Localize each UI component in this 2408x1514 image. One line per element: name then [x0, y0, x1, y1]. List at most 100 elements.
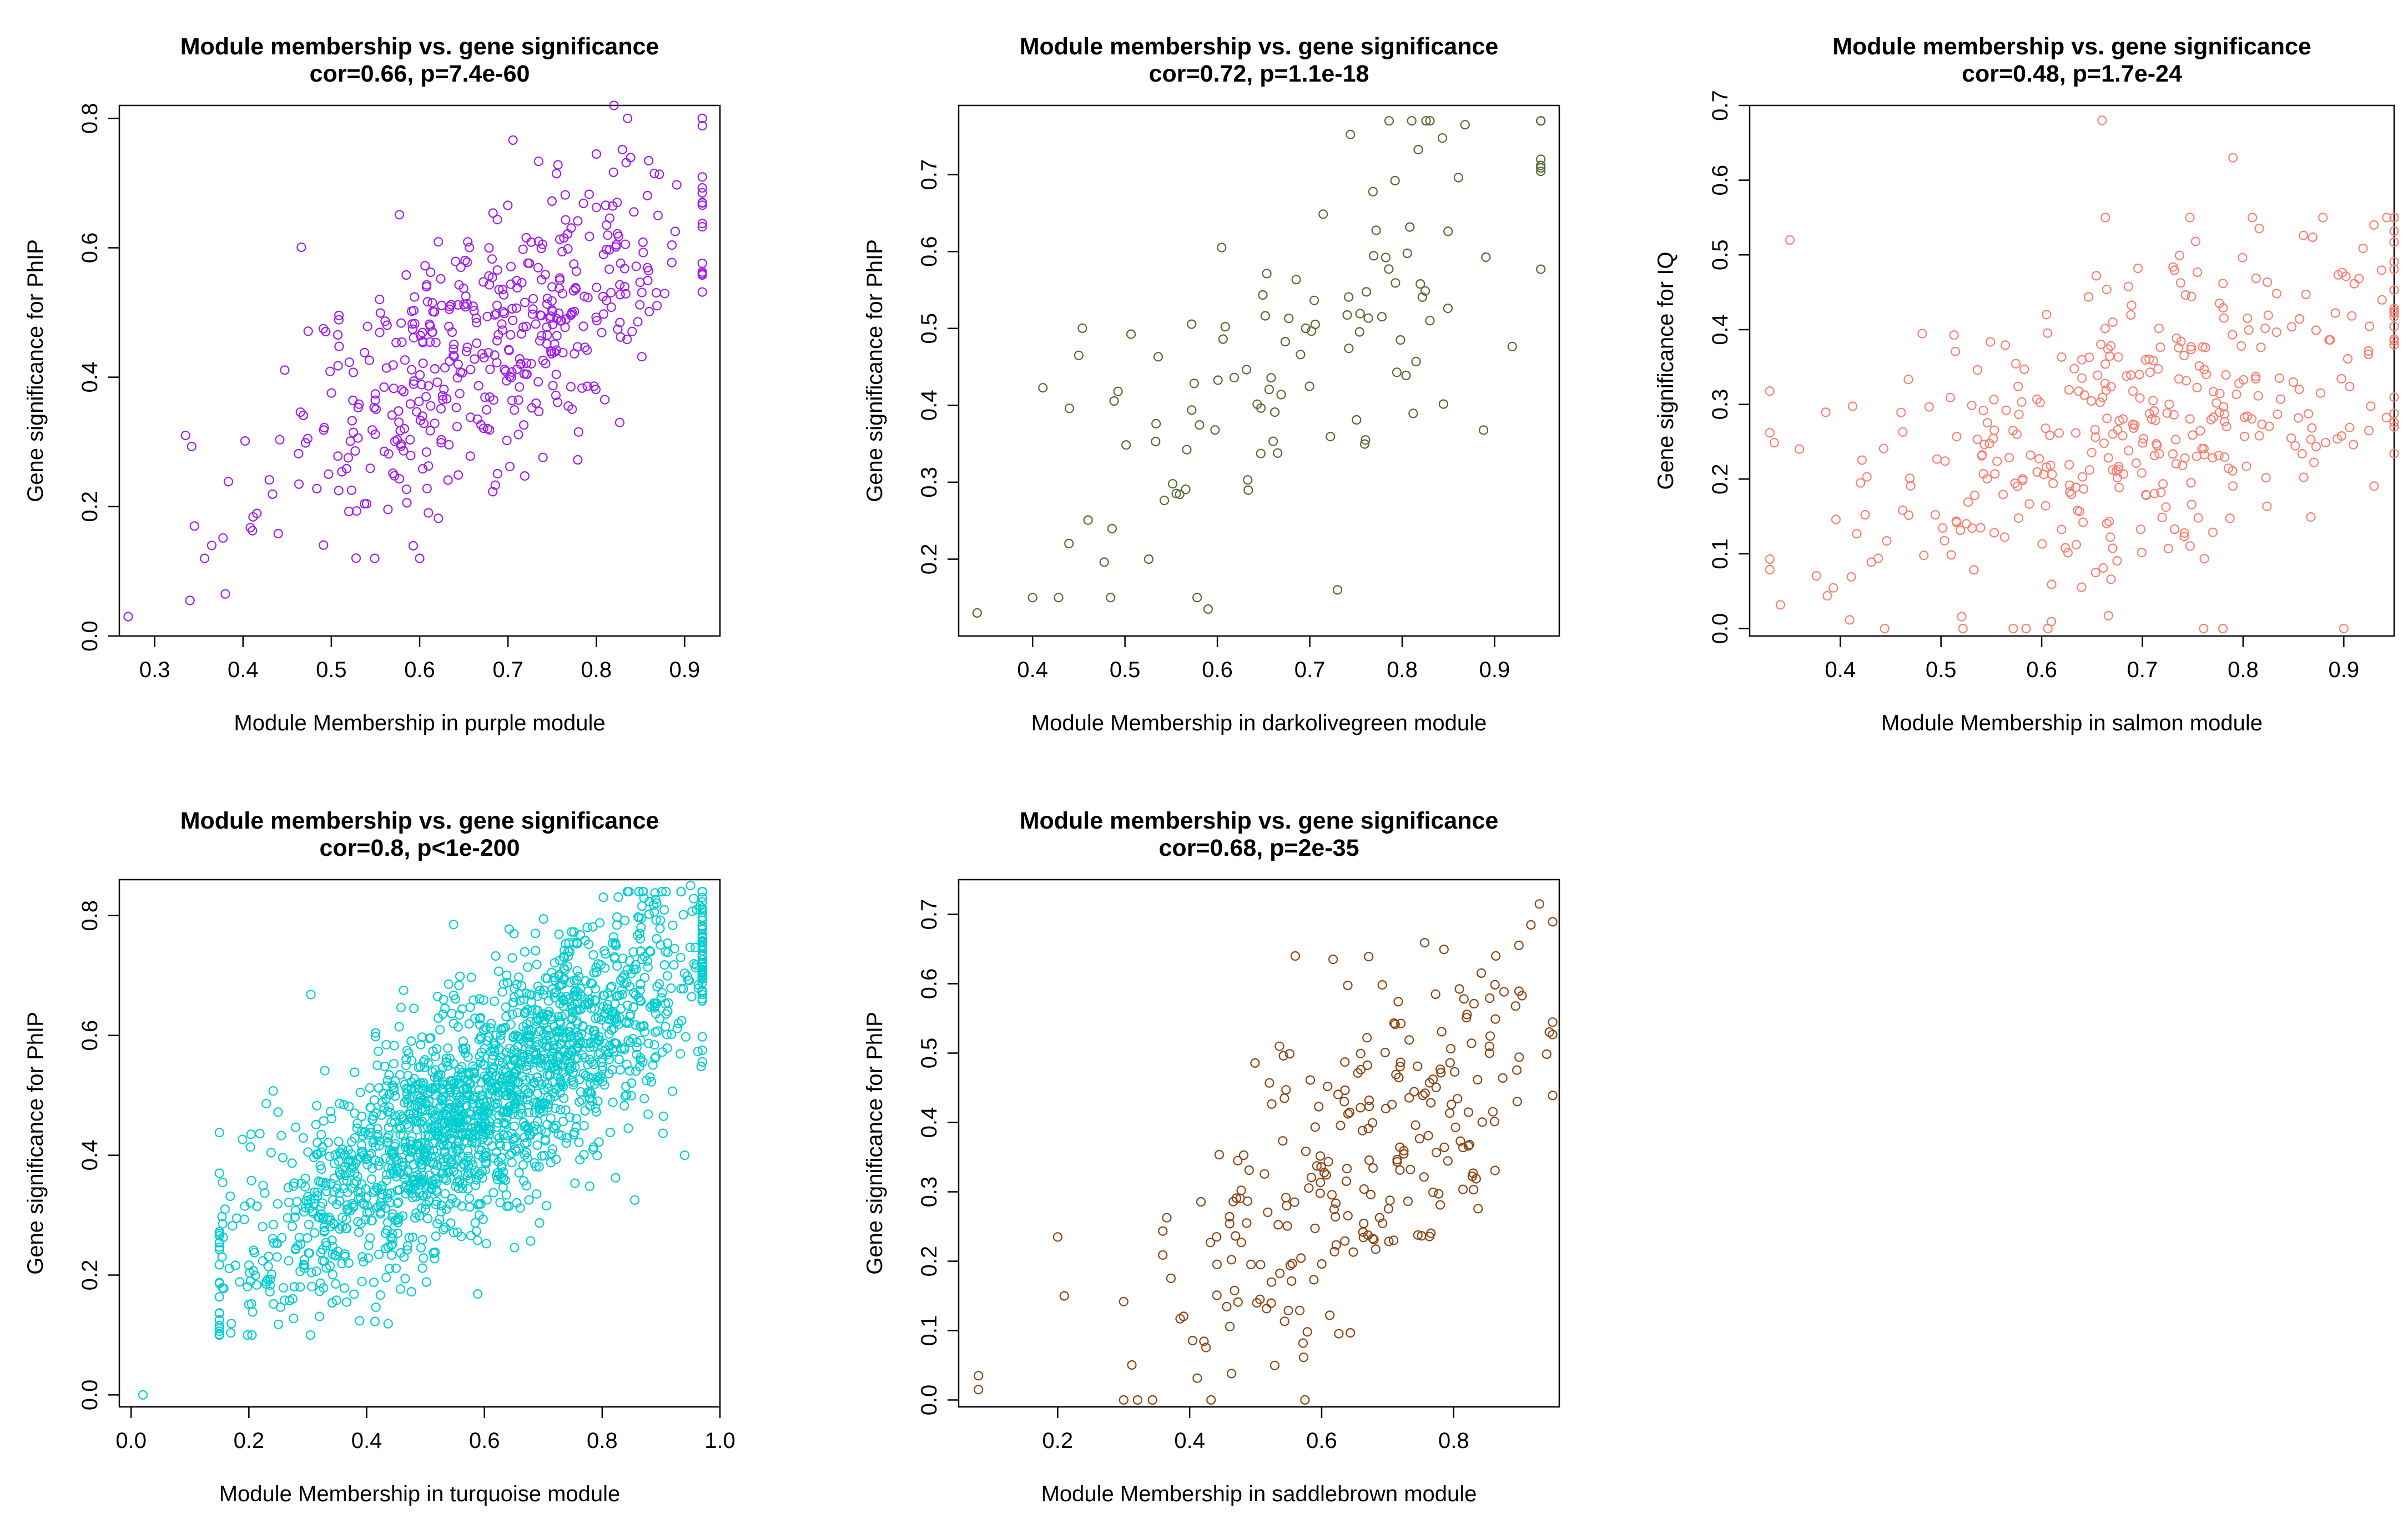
data-point [697, 996, 707, 1006]
data-point [273, 1319, 284, 1329]
data-point [2274, 373, 2284, 383]
data-point [363, 1130, 373, 1140]
data-point [521, 1075, 531, 1085]
data-point [455, 971, 465, 981]
data-point [520, 471, 530, 481]
data-point [410, 292, 420, 302]
data-point [697, 951, 707, 961]
data-point [461, 346, 472, 356]
data-point [1946, 550, 1956, 560]
data-point [547, 305, 557, 315]
data-point [536, 1025, 546, 1035]
data-point [385, 1198, 395, 1208]
data-point [2095, 397, 2105, 407]
data-point [649, 1053, 660, 1063]
data-point [578, 1022, 588, 1032]
data-point [345, 436, 355, 446]
data-point [1217, 243, 1227, 253]
data-point [393, 1218, 403, 1228]
data-point [1281, 1193, 1291, 1203]
data-point [435, 1140, 445, 1150]
data-point [2149, 451, 2159, 461]
data-point [615, 290, 625, 300]
data-point [687, 906, 697, 916]
data-point [268, 1219, 278, 1230]
data-point [426, 1152, 436, 1162]
data-point [578, 198, 588, 209]
data-point [339, 1099, 349, 1110]
data-point [1258, 290, 1268, 300]
data-point [602, 1000, 613, 1010]
data-point [406, 1083, 416, 1093]
data-point [365, 1102, 375, 1113]
data-point [311, 1266, 321, 1276]
data-point [279, 1295, 290, 1305]
data-point [1878, 443, 1888, 453]
data-point [1331, 1198, 1341, 1208]
data-point [1371, 225, 1381, 235]
data-point [415, 370, 425, 380]
data-point [2301, 289, 2311, 300]
data-point [2032, 467, 2042, 477]
data-point [399, 1098, 410, 1108]
data-point [551, 169, 562, 179]
data-point [1187, 1335, 1198, 1346]
data-point [2032, 394, 2042, 404]
data-point [697, 933, 707, 943]
data-point [697, 971, 707, 981]
data-point [2349, 279, 2359, 289]
data-point [387, 1164, 397, 1174]
data-point [553, 1051, 563, 1062]
data-point [2389, 237, 2399, 247]
data-point [1410, 1120, 1420, 1131]
data-point [1430, 989, 1440, 1000]
data-point [416, 1093, 426, 1103]
data-point [272, 1252, 282, 1262]
data-point [466, 1109, 476, 1119]
data-point [567, 1031, 577, 1041]
data-point [1896, 407, 1906, 417]
data-point [1536, 160, 1546, 170]
data-point [480, 392, 490, 402]
data-point [1364, 952, 1374, 962]
data-point [402, 498, 412, 508]
data-point [632, 1037, 642, 1047]
data-point [2077, 373, 2087, 383]
data-point [1435, 1064, 1445, 1074]
data-point [1298, 1352, 1308, 1362]
data-point [406, 365, 417, 375]
data-point [1285, 1260, 1295, 1270]
data-point [1201, 1343, 1211, 1352]
data-point [2345, 422, 2355, 432]
data-point [2128, 386, 2138, 396]
data-point [1121, 440, 1131, 450]
data-point [218, 533, 228, 543]
data-point [1314, 1102, 1324, 1112]
data-point [2108, 543, 2118, 553]
data-point [1362, 1060, 1373, 1071]
x-tick-label: 0.4 [228, 658, 259, 682]
data-point [634, 928, 644, 938]
data-point [1366, 1189, 1376, 1200]
data-point [1212, 1259, 1222, 1269]
data-point [697, 172, 707, 182]
data-point [365, 1207, 375, 1217]
data-point [410, 1213, 420, 1223]
data-point [1394, 1072, 1404, 1083]
data-point [1175, 489, 1185, 499]
data-point [676, 886, 686, 897]
data-point [498, 290, 509, 300]
data-point [2126, 370, 2136, 380]
data-point [546, 311, 556, 321]
data-point [348, 427, 359, 437]
data-point [567, 927, 577, 937]
data-point [1439, 945, 1449, 955]
data-point [530, 1158, 540, 1168]
data-point [1488, 1107, 1498, 1117]
data-point [429, 1121, 439, 1131]
data-point [506, 330, 516, 340]
data-point [323, 1138, 333, 1148]
data-point [2130, 420, 2140, 430]
data-point [2333, 270, 2343, 280]
data-point [1963, 497, 1973, 507]
